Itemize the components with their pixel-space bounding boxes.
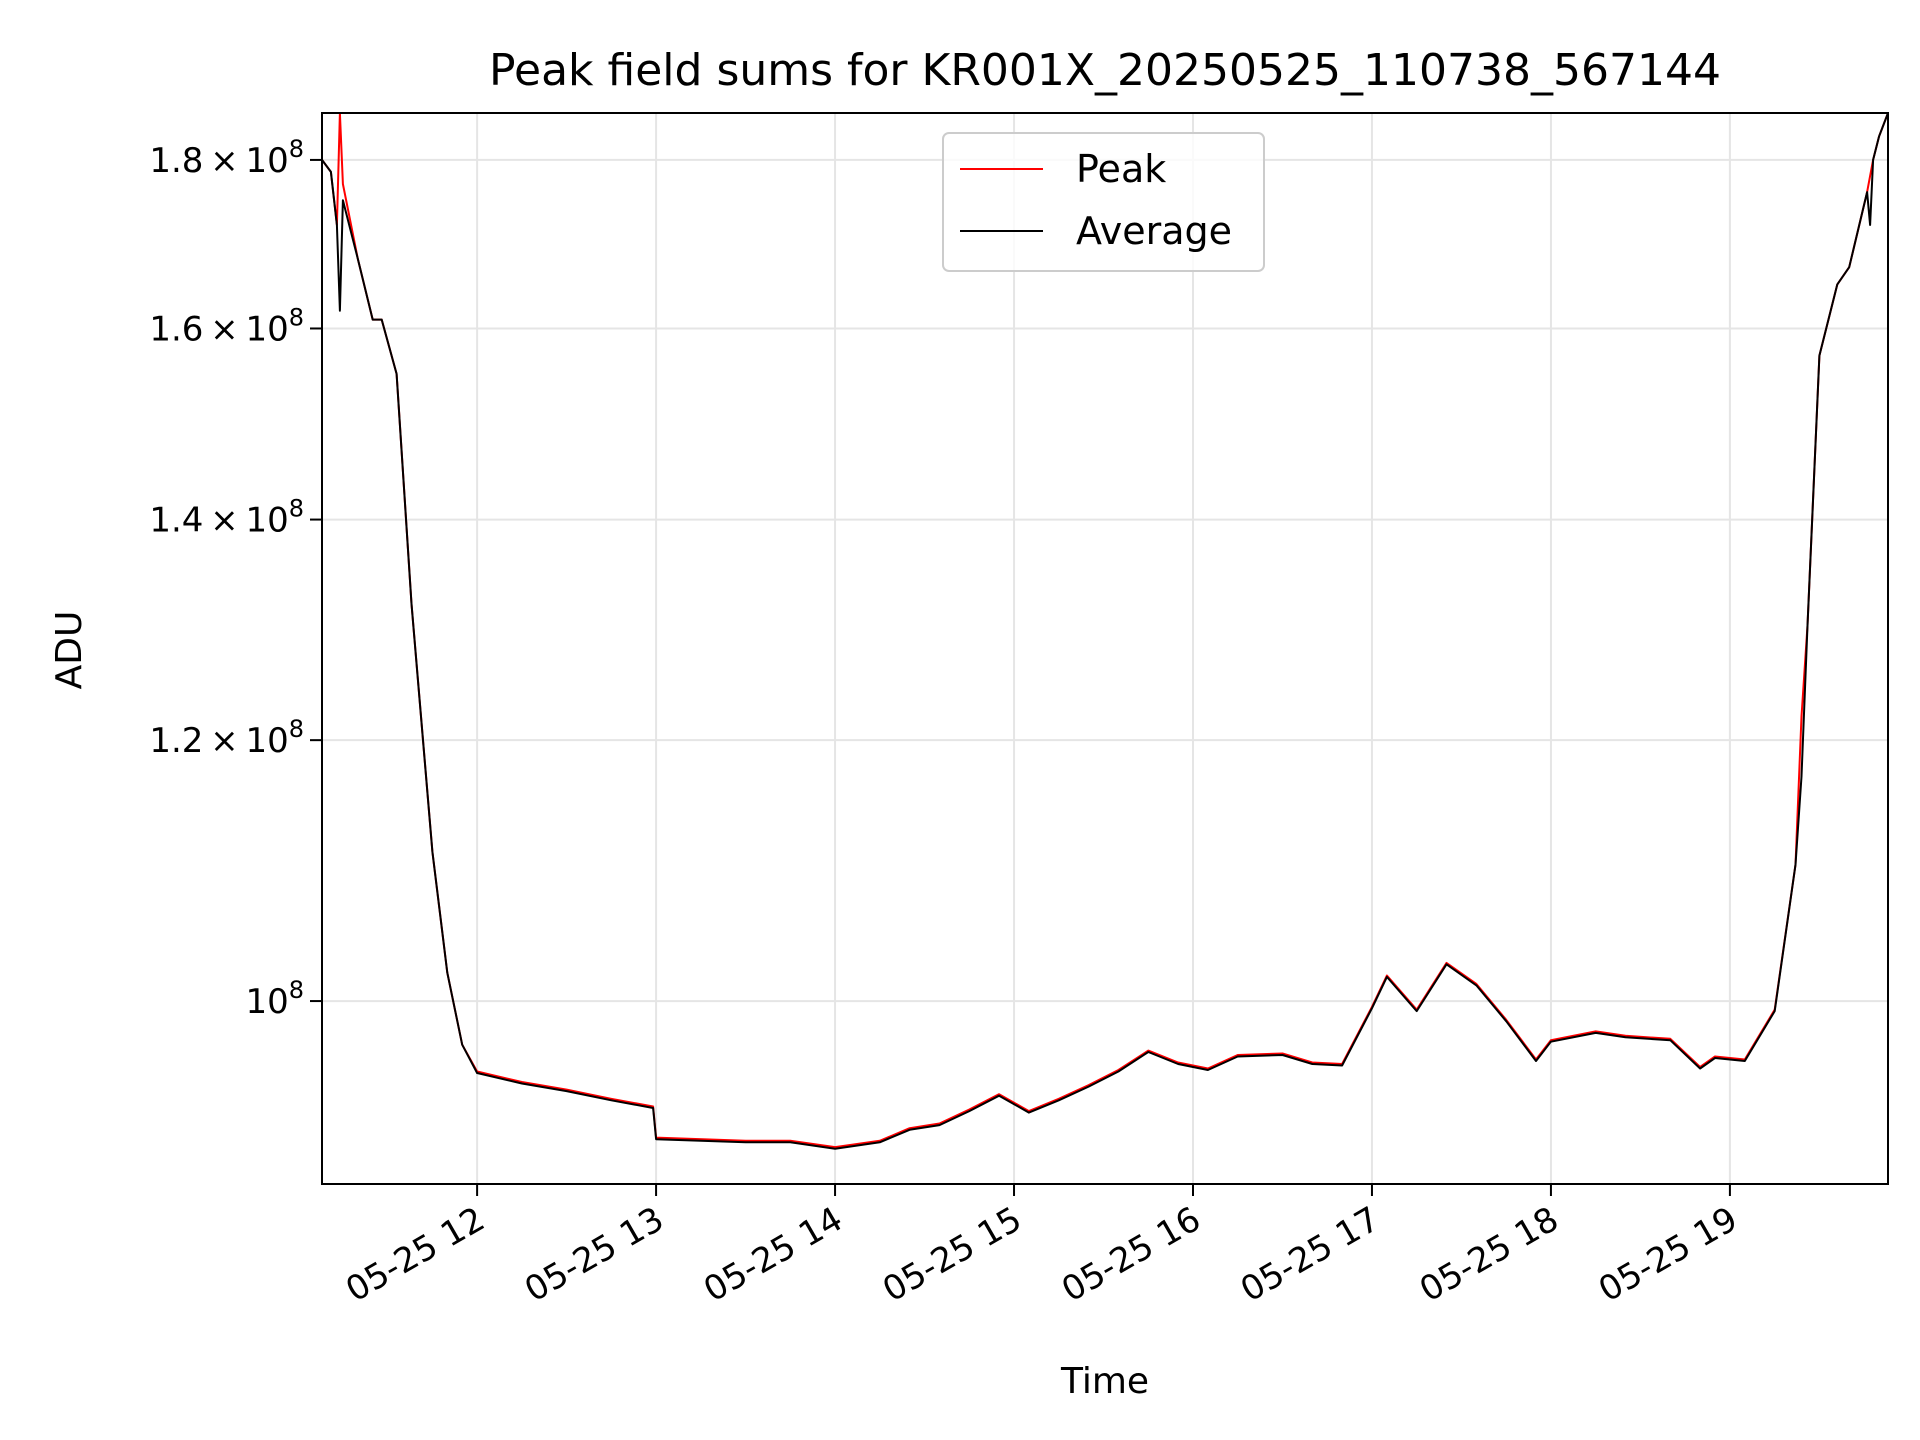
y-tick-label: 1.6 × 108 [149, 303, 304, 349]
y-tick-label: 108 [245, 976, 304, 1022]
y-axis: 108 1.2 × 108 1.4 × 108 1.6 × 108 1.8 × 108 [149, 135, 322, 1022]
series-layer [321, 112, 1889, 1150]
series-line-average [321, 112, 1889, 1150]
plot-frame [321, 112, 1889, 1185]
chart-title: Peak field sums for KR001X_20250525_1107… [489, 45, 1721, 96]
legend: Peak Average [942, 132, 1265, 272]
y-axis-title: ADU [49, 611, 90, 690]
legend-label-peak: Peak [1076, 147, 1166, 191]
x-axis-title: Time [1060, 1361, 1149, 1402]
y-tick-label: 1.4 × 108 [149, 495, 304, 541]
y-tick-label: 1.8 × 108 [149, 135, 304, 181]
grid-lines [322, 113, 1888, 1184]
legend-box [942, 132, 1265, 272]
legend-label-average: Average [1076, 209, 1232, 253]
y-tick-label: 1.2 × 108 [149, 715, 304, 761]
